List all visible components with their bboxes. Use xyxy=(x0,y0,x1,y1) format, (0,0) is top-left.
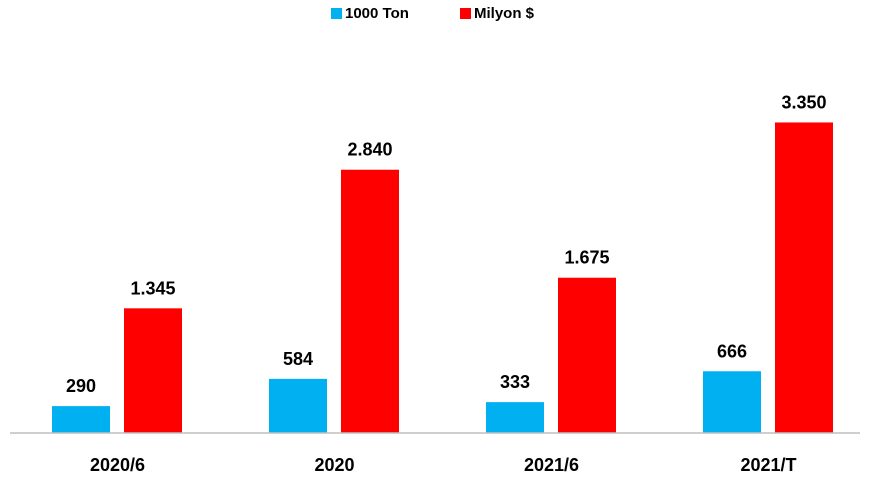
bar-milyon-2021-6 xyxy=(558,277,616,433)
data-label-milyon-2021-t: 3.350 xyxy=(781,92,826,112)
data-label-milyon-2020-6: 1.345 xyxy=(130,278,175,298)
bar-1000-ton-2020 xyxy=(269,378,327,433)
data-labels: 290 1.345 584 2.840 333 1.675 666 3.350 xyxy=(66,92,827,396)
data-label-1000-ton-2021-t: 666 xyxy=(717,341,747,361)
legend-swatch-milyon xyxy=(460,8,471,19)
bar-milyon-2020-6 xyxy=(124,308,182,433)
data-label-milyon-2021-6: 1.675 xyxy=(564,248,609,268)
bar-milyon-2020 xyxy=(341,169,399,433)
data-label-1000-ton-2020-6: 290 xyxy=(66,376,96,396)
data-label-1000-ton-2020: 584 xyxy=(283,349,313,369)
x-tick-label-2020: 2020 xyxy=(314,455,354,475)
legend-swatch-1000-ton xyxy=(331,8,342,19)
bars xyxy=(52,122,833,433)
x-tick-label-2021-6: 2021/6 xyxy=(524,455,579,475)
x-tick-labels: 2020/6 2020 2021/6 2021/T xyxy=(90,455,797,475)
data-label-milyon-2020: 2.840 xyxy=(347,140,392,160)
x-tick-label-2020-6: 2020/6 xyxy=(90,455,145,475)
bar-milyon-2021-t xyxy=(775,122,833,433)
data-label-1000-ton-2021-6: 333 xyxy=(500,372,530,392)
x-tick-label-2021-t: 2021/T xyxy=(740,455,796,475)
legend-label-1000-ton: 1000 Ton xyxy=(345,5,409,22)
legend: 1000 Ton Milyon $ xyxy=(331,5,535,22)
bar-1000-ton-2021-6 xyxy=(486,402,544,433)
legend-label-milyon: Milyon $ xyxy=(474,5,535,22)
bar-1000-ton-2020-6 xyxy=(52,406,110,433)
bar-1000-ton-2021-t xyxy=(703,371,761,433)
